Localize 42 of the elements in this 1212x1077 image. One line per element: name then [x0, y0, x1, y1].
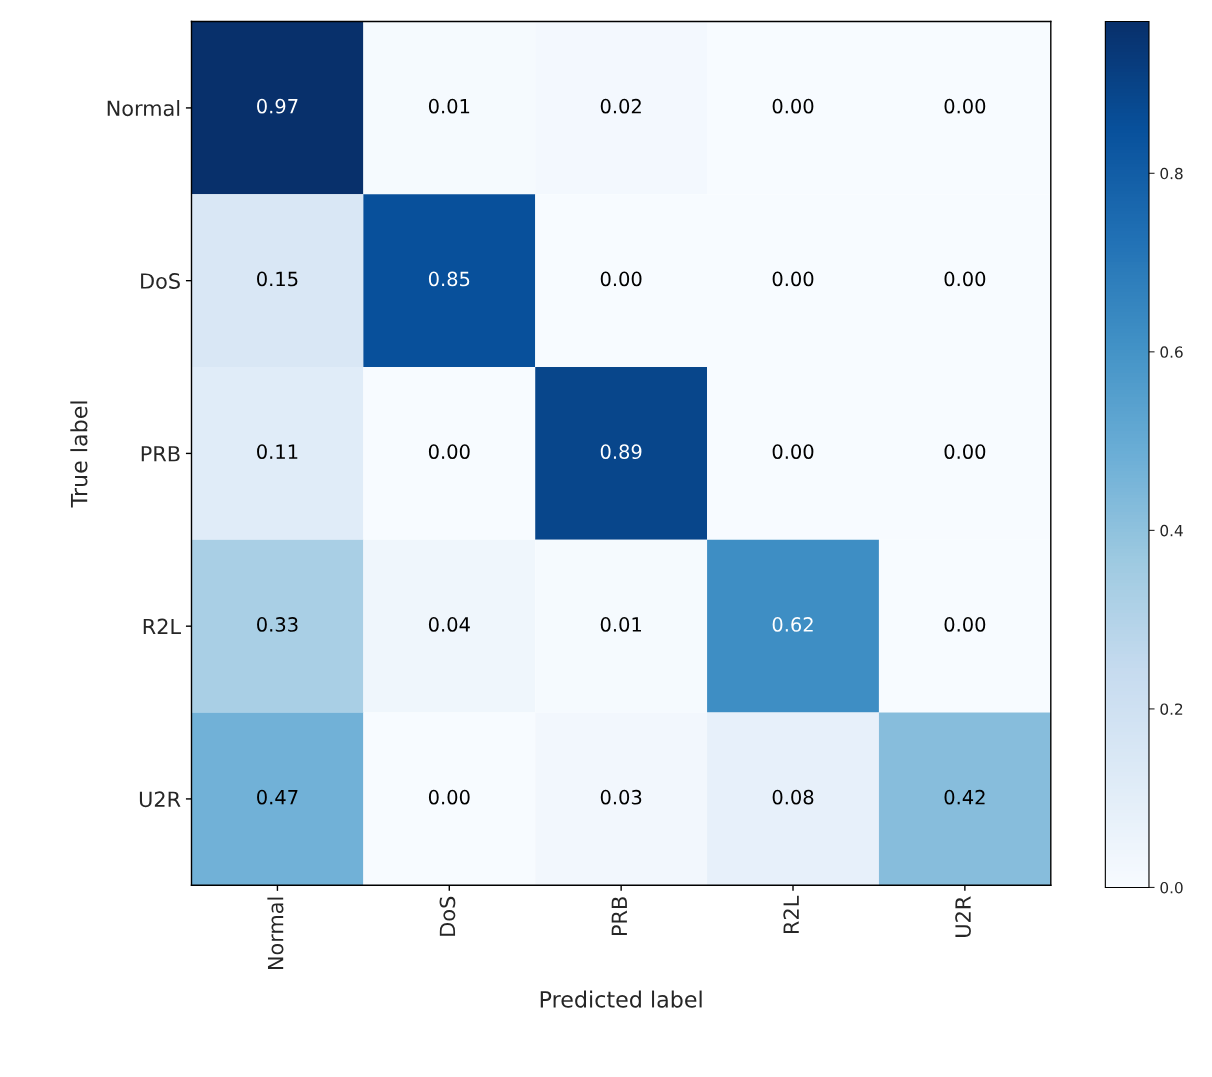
y-tick-label: U2R	[139, 791, 181, 808]
data-label: 0.02	[600, 98, 641, 114]
x-axis-title: Predicted label	[540, 990, 702, 1008]
x-tick-label: DoS	[439, 896, 456, 936]
data-label: 0.42	[944, 789, 985, 805]
x-tick-label: U2R	[955, 896, 971, 937]
x-tick-label: PRB	[611, 897, 627, 935]
data-label: 0.00	[944, 271, 986, 287]
color-bar-label: 0.6	[1160, 346, 1183, 358]
data-label: 0.01	[428, 98, 470, 114]
y-tick-label: DoS	[141, 273, 180, 289]
color-bar-label: 0.4	[1160, 524, 1183, 537]
data-label: 0.00	[428, 444, 470, 460]
data-label: 0.04	[428, 617, 470, 632]
data-label: 0.62	[772, 617, 813, 632]
data-label: 0.89	[600, 444, 642, 460]
y-tick-label: Normal	[107, 100, 180, 117]
y-axis-title: True label	[70, 401, 88, 508]
data-label: 0.15	[257, 271, 298, 287]
data-label: 0.85	[428, 271, 470, 287]
y-tick-label: R2L	[143, 618, 181, 635]
y-tick-label: PRB	[141, 446, 180, 462]
color-bar-label: 0.2	[1160, 703, 1183, 715]
data-label: 0.11	[257, 444, 298, 460]
data-label: 0.47	[257, 789, 298, 805]
data-label: 0.00	[428, 789, 470, 805]
data-label: 0.00	[772, 444, 814, 460]
x-tick-label: R2L	[783, 895, 799, 934]
data-label: 0.00	[772, 98, 814, 114]
data-label: 0.00	[944, 444, 986, 460]
color-bar-label: 0.8	[1160, 167, 1183, 180]
data-label: 0.00	[772, 271, 814, 287]
data-label: 0.01	[600, 617, 641, 632]
x-tick-label: Normal	[267, 897, 284, 970]
color-bar-label: 0.0	[1160, 881, 1183, 894]
data-label: 0.97	[257, 98, 298, 114]
data-label: 0.08	[772, 789, 814, 805]
data-label: 0.00	[600, 271, 642, 287]
data-label: 0.03	[600, 789, 642, 805]
data-label: 0.00	[944, 98, 986, 114]
data-label: 0.33	[257, 617, 298, 632]
data-label: 0.00	[944, 617, 986, 632]
